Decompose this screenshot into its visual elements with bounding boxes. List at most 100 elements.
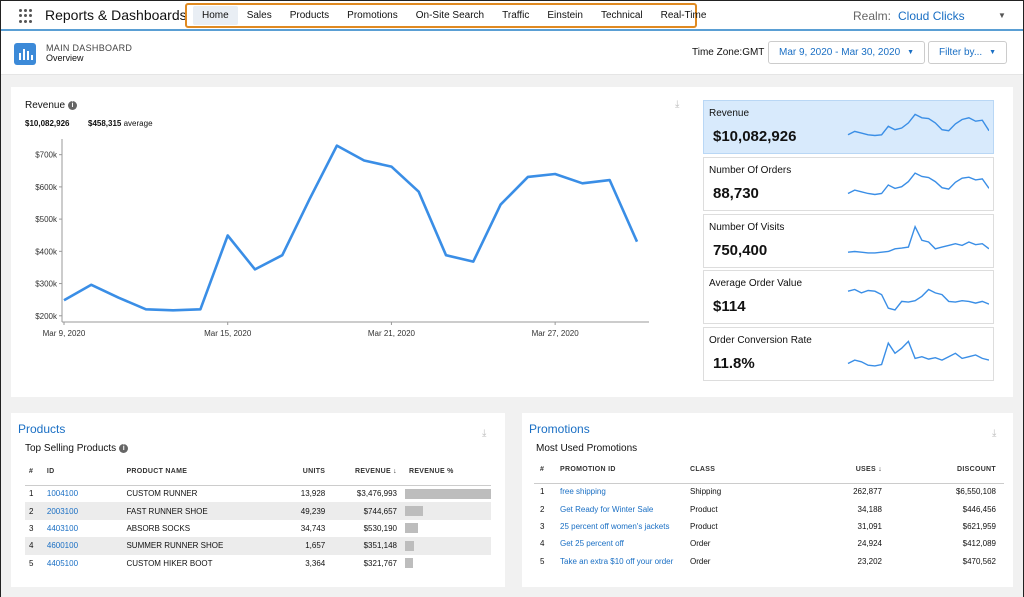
cell-id[interactable]: 4403100 [46,523,79,533]
promotions-title[interactable]: Promotions [529,422,590,436]
cell-discount: $446,456 [962,504,996,514]
col-discount-header: DISCOUNT [890,456,1004,484]
cell-n: 4 [25,537,47,555]
kpi-card-revenue[interactable]: Revenue $10,082,926 [703,100,994,154]
col-revenue-header[interactable]: REVENUE ↓ [325,458,397,486]
promotions-subtitle: Most Used Promotions [536,443,638,454]
app-title: Reports & Dashboards [45,7,187,23]
nav-item-on-site-search[interactable]: On-Site Search [415,10,485,21]
cell-uses: 23,202 [857,556,882,566]
revenue-total: $10,082,926 [25,119,70,128]
cell-revenue: $744,657 [325,502,397,520]
cell-id[interactable]: Take an extra $10 off your order [560,556,674,566]
cell-id[interactable]: 4600100 [46,537,127,555]
chevron-down-icon: ▼ [989,49,996,56]
cell-units: 1,657 [255,537,326,555]
kpi-card-order-conversion-rate[interactable]: Order Conversion Rate 11.8% [703,327,994,381]
cell-id[interactable]: 2003100 [46,502,127,520]
nav-item-home[interactable]: Home [193,6,238,25]
cell-id[interactable]: Get 25 percent off [560,539,624,549]
cell-uses: 24,924 [857,539,882,549]
kpi-card-average-order-value[interactable]: Average Order Value $114 [703,270,994,324]
cell-class: Order [690,556,711,566]
nav-item-promotions[interactable]: Promotions [347,10,398,21]
download-icon[interactable]: ⤓ [675,99,680,110]
table-row: 1 free shipping Shipping 262,877 $6,550,108 [534,483,1004,500]
x-tick-label: Mar 21, 2020 [368,329,416,338]
table-row: 5 4405100 CUSTOM HIKER BOOT 3,364 $321,767 [25,555,491,572]
col-class-header: CLASS [690,456,780,484]
info-icon[interactable]: i [119,444,129,453]
col-uses-header[interactable]: USES ↓ [780,456,890,484]
y-tick-label: $400k [35,247,58,256]
app-launcher-icon[interactable] [19,9,33,23]
realm-selector[interactable]: Cloud Clicks [898,9,965,23]
col-revenue-pct-header: REVENUE % [396,458,491,486]
cell-units: 3,364 [305,558,326,568]
cell-n: 3 [29,523,34,533]
products-table: # ID PRODUCT NAME UNITS REVENUE ↓ REVENUE % 1 1… [25,458,491,572]
cell-id[interactable]: 25 percent off women's jackets [560,521,670,531]
promotions-panel: Promotions Most Used Promotions ⤓ # PROMO… [522,413,1013,587]
kpi-card-number-of-orders[interactable]: Number Of Orders 88,730 [703,157,994,211]
kpi-value: $114 [713,298,746,315]
filter-button[interactable]: Filter by... ▼ [928,41,1007,64]
y-tick-label: $700k [35,151,58,160]
table-row: 5 Take an extra $10 off your order Order 23… [534,553,1004,570]
nav-item-real-time[interactable]: Real-Time [660,10,707,21]
realm-label: Realm: [853,9,892,23]
download-icon[interactable]: ⤓ [992,428,997,439]
revenue-title-text: Revenue [25,100,66,111]
y-tick-label: $500k [35,215,58,224]
date-range-picker[interactable]: Mar 9, 2020 - Mar 30, 2020 ▼ [768,41,925,64]
kpi-label: Average Order Value [709,278,803,289]
cell-revenue-pct [396,502,491,520]
dashboard-header: MAIN DASHBOARD Overview Time Zone:GMT Ma… [1,33,1023,75]
nav-item-technical[interactable]: Technical [600,10,643,21]
cell-discount: $412,089 [962,539,996,549]
sort-desc-icon[interactable]: ↓ [875,465,882,473]
table-row: 3 4403100 ABSORB SOCKS 34,743 $530,190 [25,520,491,537]
y-tick-label: $300k [35,280,58,289]
kpi-sparkline [847,172,989,196]
cell-n: 2 [540,504,545,514]
cell-name: ABSORB SOCKS [126,523,191,533]
cell-n: 5 [29,558,34,568]
cell-id[interactable]: Get Ready for Winter Sale [560,504,654,514]
cell-name: CUSTOM RUNNER [126,489,198,499]
sort-desc-icon[interactable]: ↓ [390,467,397,475]
cell-units: 34,743 [300,523,326,533]
sparkline-line [847,224,989,254]
products-title[interactable]: Products [18,422,66,436]
download-icon[interactable]: ⤓ [482,428,487,439]
col-id-header: ID [46,458,127,486]
revenue-pct-bar [404,488,491,499]
kpi-card-number-of-visits[interactable]: Number Of Visits 750,400 [703,214,994,268]
cell-revenue-pct [396,537,491,555]
info-icon[interactable]: i [68,101,78,110]
col-promotion-id-header: PROMOTION ID [560,456,690,484]
sparkline-line [847,172,989,196]
cell-class: Shipping [690,487,722,497]
kpi-label: Revenue [709,108,750,119]
chevron-down-icon[interactable]: ▼ [998,11,1006,20]
nav-item-sales[interactable]: Sales [246,10,272,21]
nav-item-traffic[interactable]: Traffic [502,10,530,21]
nav-item-products[interactable]: Products [289,10,330,21]
cell-id[interactable]: 4405100 [46,558,79,568]
kpi-value: 750,400 [713,242,768,259]
nav-item-einstein[interactable]: Einstein [547,10,583,21]
dashboard-title: MAIN DASHBOARD [46,43,133,53]
chevron-down-icon: ▼ [907,49,914,56]
sparkline-line [847,340,989,367]
sparkline-line [847,113,989,137]
revenue-average-label: average [123,119,153,128]
revenue-pct-bar [404,523,418,534]
cell-discount: $470,562 [962,556,996,566]
x-tick-label: Mar 9, 2020 [43,329,86,338]
cell-id[interactable]: free shipping [560,487,606,497]
kpi-value: $10,082,926 [713,128,797,145]
col-index-header: # [534,456,560,484]
cell-n: 3 [540,521,545,531]
cell-id[interactable]: 1004100 [46,489,79,499]
